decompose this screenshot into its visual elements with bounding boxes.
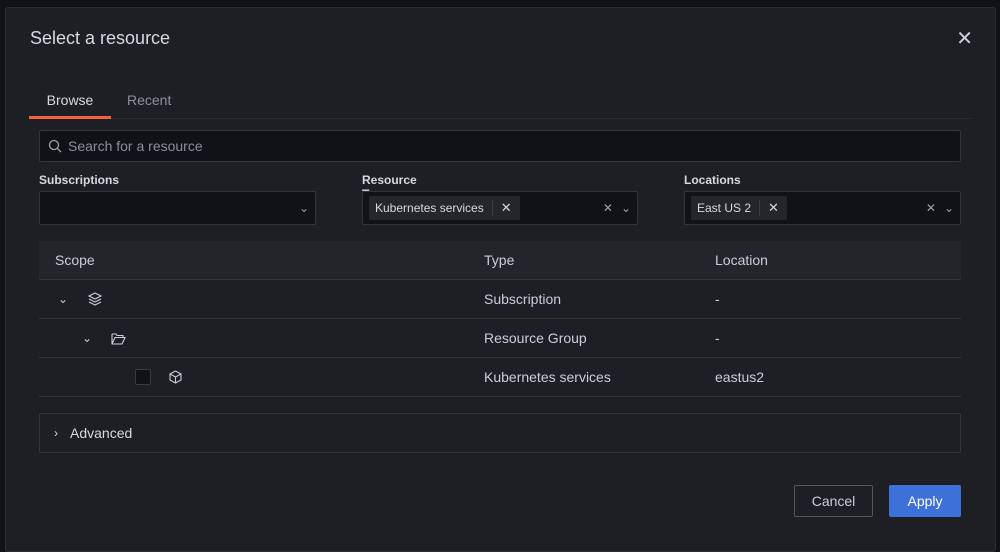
tab-recent[interactable]: Recent <box>127 92 172 108</box>
chevron-down-icon: ⌄ <box>620 201 631 215</box>
row-location: eastus2 <box>715 369 765 385</box>
locations-label: Locations <box>684 173 741 187</box>
search-field[interactable] <box>39 130 961 162</box>
locations-select[interactable]: East US 2 ✕ ✕ ⌄ <box>684 191 961 225</box>
chevron-right-icon: › <box>54 426 58 440</box>
table-row-subscription[interactable]: ⌄ Subscription - <box>39 280 961 319</box>
resource-table: Scope Type Location ⌄ Subscription - ⌄ R… <box>39 241 961 397</box>
advanced-label: Advanced <box>70 425 133 441</box>
subscriptions-label: Subscriptions <box>39 173 120 187</box>
search-input[interactable] <box>68 138 960 154</box>
dialog-title: Select a resource <box>30 28 171 48</box>
chip-label: East US 2 <box>697 201 752 215</box>
chevron-down-icon: ⌄ <box>298 201 309 215</box>
chip-label: Kubernetes services <box>375 201 484 215</box>
cube-icon <box>169 370 182 384</box>
close-icon[interactable]: ✕ <box>956 28 973 50</box>
layers-icon <box>88 292 102 306</box>
header-location: Location <box>715 252 768 268</box>
chip-east-us-2: East US 2 ✕ <box>691 196 787 220</box>
row-checkbox[interactable] <box>135 369 151 385</box>
row-type: Kubernetes services <box>484 369 611 385</box>
header-type: Type <box>484 252 515 268</box>
remove-chip-icon[interactable]: ✕ <box>759 200 787 216</box>
clear-icon[interactable]: ✕ <box>602 201 613 215</box>
apply-button[interactable]: Apply <box>889 485 961 517</box>
search-icon <box>48 139 62 153</box>
table-row-resource-group[interactable]: ⌄ Resource Group - <box>39 319 961 358</box>
tab-bar: Browse Recent <box>29 87 971 119</box>
tab-browse[interactable]: Browse <box>29 92 111 119</box>
chevron-down-icon[interactable]: ⌄ <box>82 331 93 345</box>
row-type: Resource Group <box>484 330 587 346</box>
table-row-kubernetes-service[interactable]: Kubernetes services eastus2 <box>39 358 961 397</box>
chevron-down-icon[interactable]: ⌄ <box>58 292 69 306</box>
row-location: - <box>715 330 720 346</box>
remove-chip-icon[interactable]: ✕ <box>491 200 520 216</box>
folder-open-icon <box>111 332 126 345</box>
table-header: Scope Type Location <box>39 241 961 280</box>
subscriptions-select[interactable]: ⌄ <box>39 191 316 225</box>
cancel-button[interactable]: Cancel <box>794 485 873 517</box>
clear-icon[interactable]: ✕ <box>925 201 936 215</box>
resource-types-select[interactable]: Kubernetes services ✕ ✕ ⌄ <box>362 191 638 225</box>
chevron-down-icon: ⌄ <box>943 201 954 215</box>
chip-kubernetes-services: Kubernetes services ✕ <box>369 196 520 220</box>
row-type: Subscription <box>484 291 562 307</box>
advanced-section-toggle[interactable]: › Advanced <box>39 413 961 453</box>
row-location: - <box>715 291 720 307</box>
header-scope: Scope <box>55 252 95 268</box>
